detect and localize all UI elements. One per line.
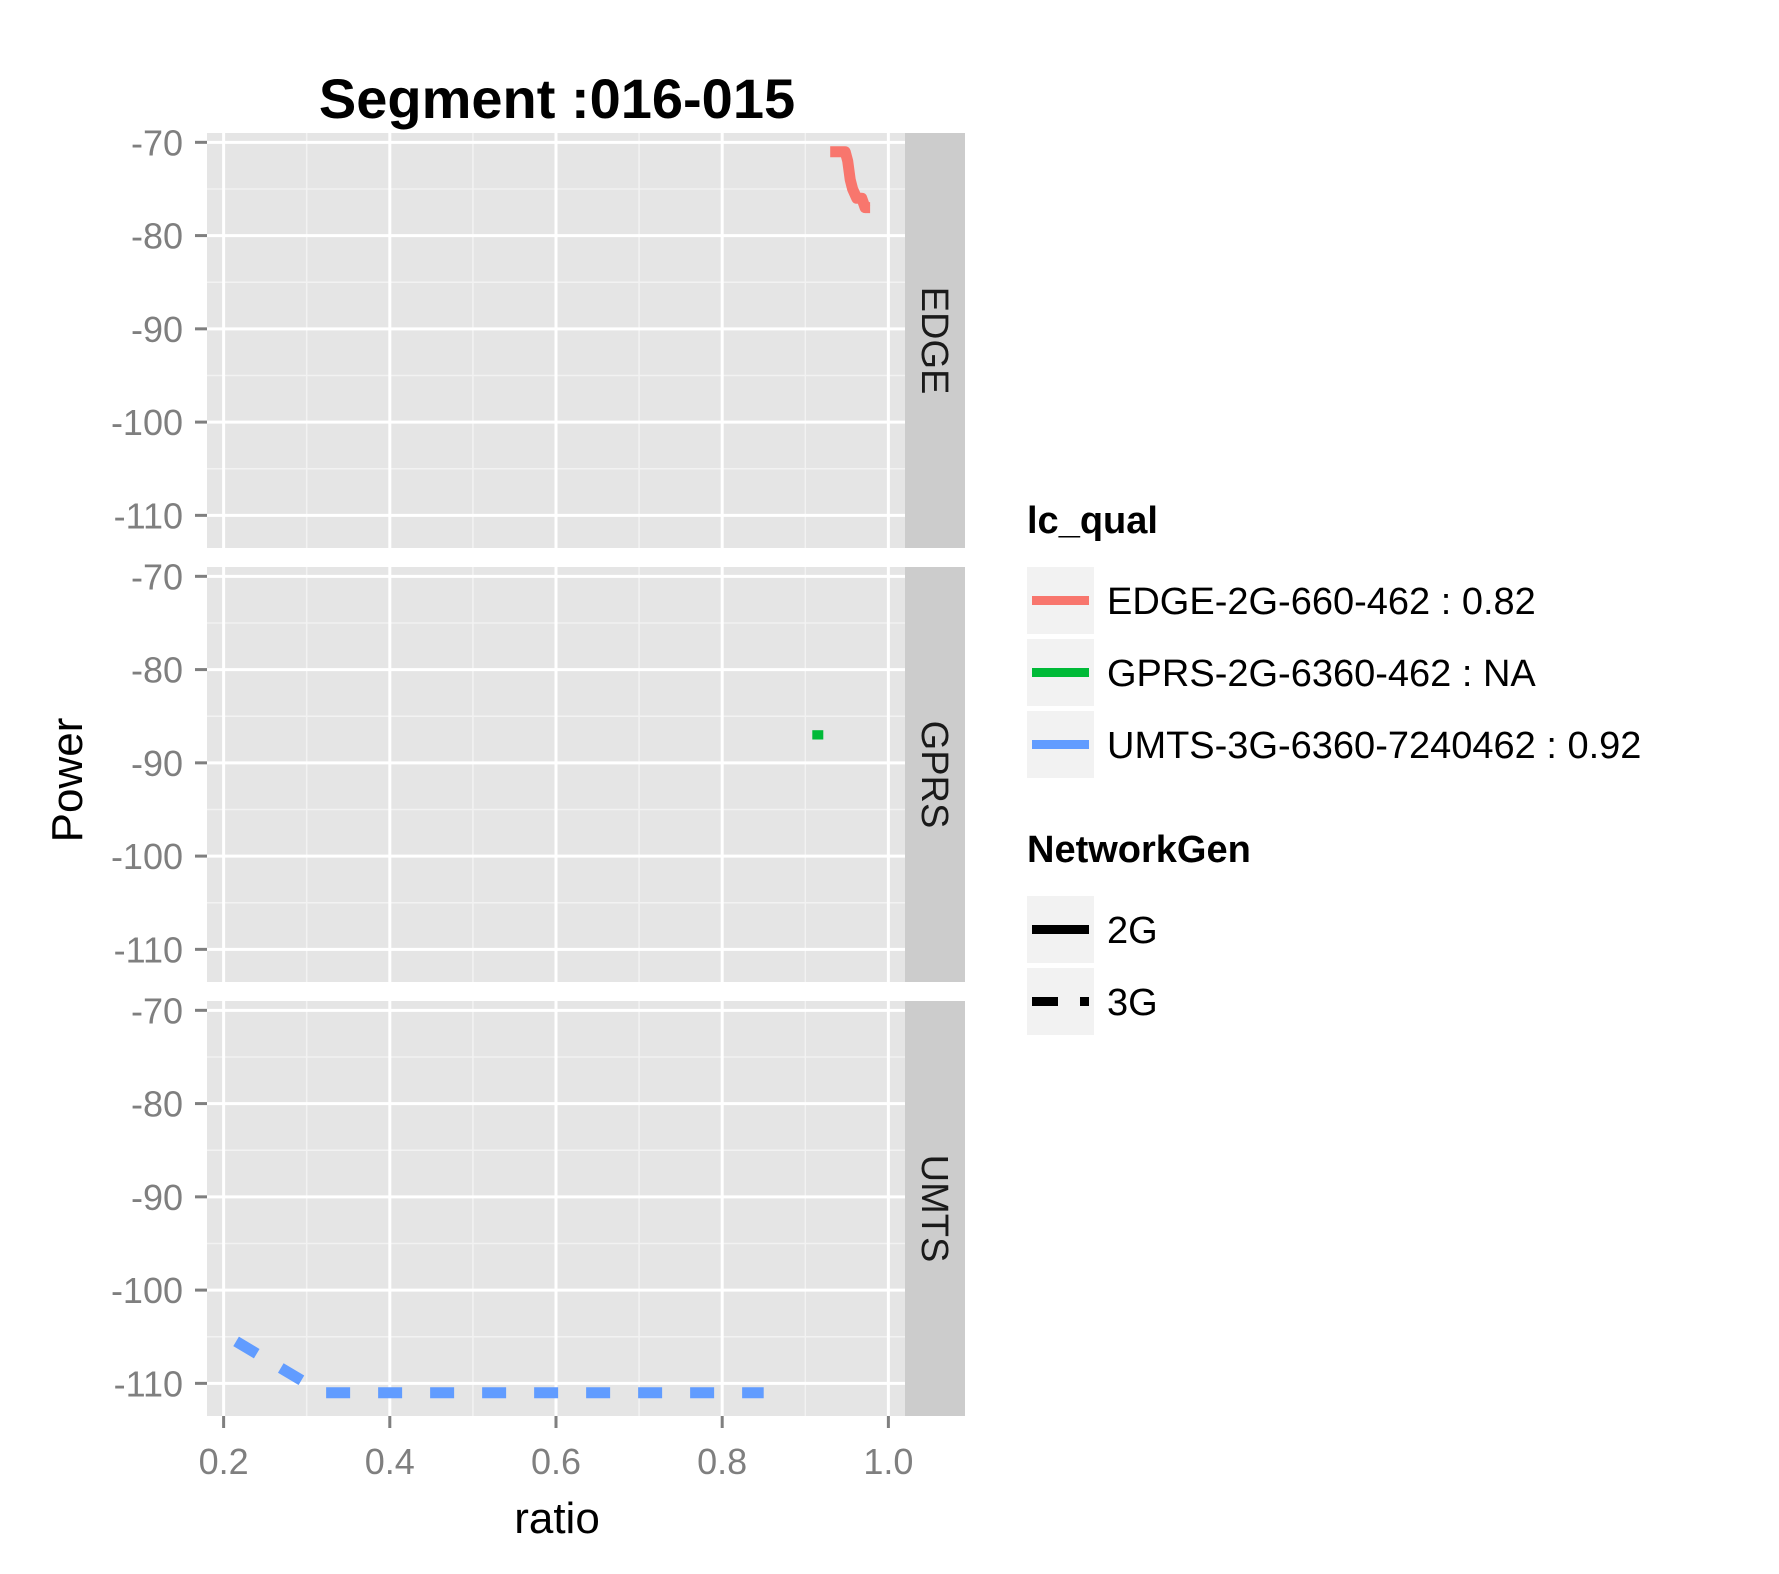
legend-entry-label: GPRS-2G-6360-462 : NA — [1107, 653, 1536, 695]
y-tick-label: -80 — [131, 1084, 183, 1125]
legend-entry-label: 3G — [1107, 982, 1158, 1024]
x-tick-label: 0.6 — [531, 1441, 581, 1482]
facet-panels: -70 -80 -90 -100 -110 EDGE -70 -80 -90 -100 -110 GP… — [111, 122, 965, 1482]
x-tick-label: 0.8 — [697, 1441, 747, 1482]
legend-networkgen: NetworkGen 2G 3G — [1027, 829, 1251, 1035]
x-axis-title: ratio — [514, 1494, 600, 1543]
chart-title: Segment :016-015 — [319, 67, 795, 130]
legend-title: NetworkGen — [1027, 829, 1251, 871]
y-tick-label: -90 — [131, 743, 183, 784]
y-axis-title: Power — [43, 718, 92, 843]
legend-entry-label: 2G — [1107, 910, 1158, 952]
facet-strip-label: GPRS — [913, 721, 955, 829]
y-tick-label: -110 — [114, 495, 183, 536]
legend-title: lc_qual — [1027, 500, 1158, 542]
series-line — [233, 1336, 764, 1399]
facet-panel-gprs: -70 -80 -90 -100 -110 GPRS — [111, 556, 965, 982]
legends: lc_qual EDGE-2G-660-462 : 0.82 GPRS-2G-636… — [1027, 500, 1641, 1035]
y-tick-label: -100 — [111, 1270, 183, 1311]
facet-strip-label: EDGE — [913, 287, 955, 395]
facet-strip — [905, 133, 965, 548]
facet-strip — [905, 1001, 965, 1416]
y-tick-label: -110 — [114, 1363, 183, 1404]
y-tick-label: -80 — [131, 216, 183, 257]
legend-entry-label: EDGE-2G-660-462 : 0.82 — [1107, 581, 1536, 623]
x-tick-label: 1.0 — [863, 1441, 913, 1482]
y-tick-label: -80 — [131, 650, 183, 691]
x-tick-label: 0.2 — [199, 1441, 249, 1482]
x-axis: 0.2 0.4 0.6 0.8 1.0 — [199, 1416, 913, 1482]
y-tick-label: -100 — [111, 402, 183, 443]
facet-strip — [905, 567, 965, 982]
facet-panel-edge: -70 -80 -90 -100 -110 EDGE — [111, 122, 965, 548]
y-tick-label: -110 — [114, 929, 183, 970]
y-tick-label: -70 — [131, 556, 183, 597]
y-tick-label: -90 — [131, 1177, 183, 1218]
legend-lc-qual: lc_qual EDGE-2G-660-462 : 0.82 GPRS-2G-636… — [1027, 500, 1641, 778]
y-tick-label: -90 — [131, 309, 183, 350]
y-tick-label: -100 — [111, 836, 183, 877]
legend-entry-label: UMTS-3G-6360-7240462 : 0.92 — [1107, 725, 1641, 767]
y-tick-label: -70 — [131, 122, 183, 163]
facet-strip-label: UMTS — [913, 1155, 955, 1263]
x-tick-label: 0.4 — [365, 1441, 415, 1482]
y-tick-label: -70 — [131, 990, 183, 1031]
facet-panel-umts: -70 -80 -90 -100 -110 UMTS — [111, 990, 965, 1416]
series-line — [830, 146, 871, 214]
